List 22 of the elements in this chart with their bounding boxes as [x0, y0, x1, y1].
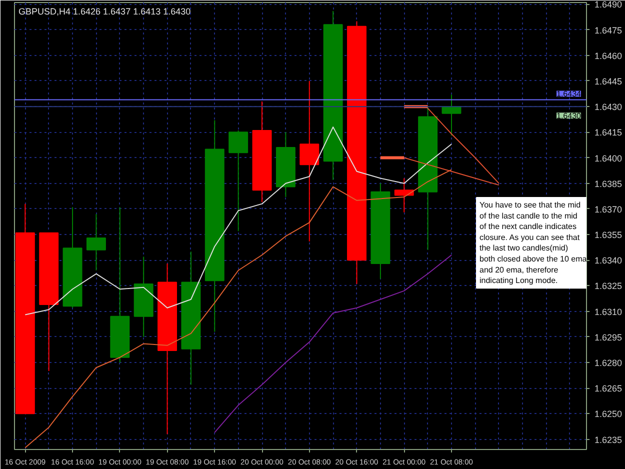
text: GBPUSD,H4 1.6426 1.6437 1.6413 1.6430: [18, 6, 191, 16]
y-tick-label: 1.6235: [594, 434, 622, 445]
y-tick-label: 1.6250: [594, 409, 622, 420]
y-tick-label: 1.6325: [594, 281, 622, 292]
annotation: You have to see that the mid of the last candle to the mid of the next candle indicates closure. As you can see that the last two candles(mid) both closed above the 10 ema and 20 ema, therefore indicating Long mode.: [480, 200, 588, 286]
ref-line-label: 1.6430: [556, 112, 582, 121]
y-tick-label: 1.6295: [594, 332, 622, 342]
y-tick-label: 1.6475: [594, 25, 622, 36]
y-tick-label: 1.6415: [594, 128, 622, 138]
y-tick-label: 1.6445: [594, 76, 622, 86]
y-tick-label: 1.6460: [594, 50, 622, 61]
y-tick-label: 1.6310: [594, 306, 622, 317]
y-tick-label: 1.6280: [594, 358, 622, 368]
y-tick-label: 1.6370: [594, 204, 622, 214]
ref-line-label: 1.6434: [556, 90, 582, 99]
y-tick-label: 1.6490: [594, 0, 622, 10]
y-tick-label: 1.6340: [594, 256, 622, 266]
y-tick-label: 1.6400: [594, 153, 622, 164]
y-tick-label: 1.6385: [594, 178, 622, 189]
y-tick-label: 1.6265: [594, 384, 622, 394]
y-tick-label: 1.6430: [594, 102, 622, 112]
y-tick-label: 1.6355: [594, 230, 622, 240]
